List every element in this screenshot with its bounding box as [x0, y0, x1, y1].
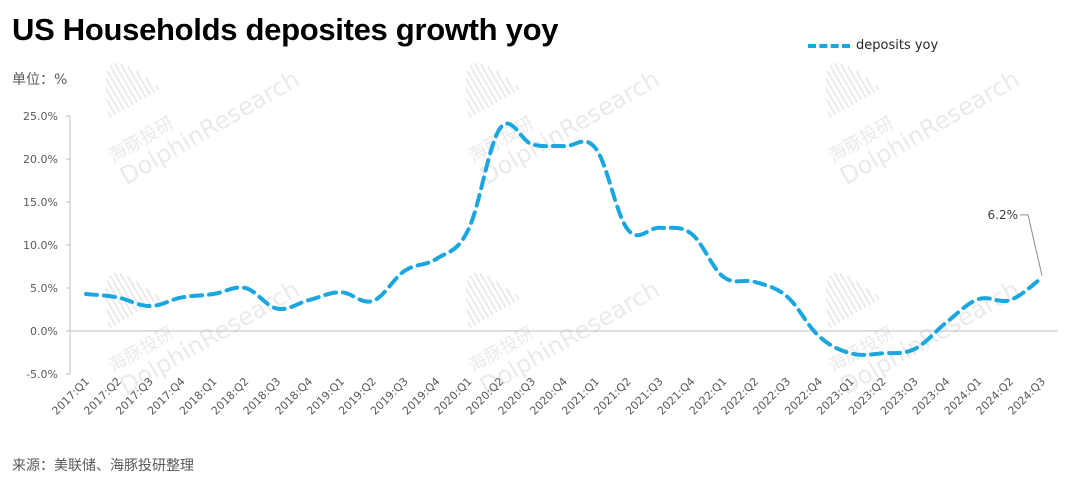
watermark-bar	[825, 298, 841, 324]
annotation-leader	[1020, 214, 1043, 276]
watermark-bar	[826, 99, 837, 116]
watermark-bar	[105, 298, 121, 324]
watermark-bar	[505, 287, 516, 304]
watermark-bar	[855, 280, 872, 306]
watermark-bar	[839, 272, 863, 311]
data-label: 6.2%	[988, 208, 1019, 222]
watermark-bar	[109, 65, 134, 106]
watermark-bar	[145, 287, 156, 304]
watermark-bar	[119, 62, 143, 101]
watermark-bar	[154, 294, 160, 301]
y-tick-label: 25.0%	[23, 110, 58, 123]
legend: deposits yoy	[808, 38, 938, 53]
y-tick-label: 15.0%	[23, 196, 58, 209]
watermark-bar	[145, 77, 156, 94]
legend-label: deposits yoy	[856, 38, 939, 53]
watermark-bar	[135, 280, 152, 306]
watermark-bar	[486, 65, 507, 99]
watermark-bar	[105, 88, 121, 114]
watermark-bar	[825, 78, 846, 111]
watermark-bar	[855, 70, 872, 96]
watermark-bar	[109, 275, 134, 316]
watermark-bar	[846, 275, 867, 309]
watermark-bar	[514, 294, 520, 301]
watermark-bar	[486, 275, 507, 309]
watermark-bar	[514, 84, 520, 91]
watermark-bar	[833, 62, 859, 104]
source-note: 来源：美联储、海豚投研整理	[12, 458, 194, 474]
watermark-bar	[469, 65, 494, 106]
watermark-bar	[105, 78, 126, 111]
watermark-bar	[505, 77, 516, 94]
watermark-bar	[846, 65, 867, 99]
watermark-bar	[154, 84, 160, 91]
y-tick-label: 10.0%	[23, 239, 58, 252]
watermark-bar	[106, 280, 130, 319]
watermark-bar	[469, 275, 494, 316]
watermark-bar	[826, 280, 850, 319]
watermark-bar	[829, 65, 854, 106]
watermark-bar	[833, 272, 859, 314]
watermark-bar	[473, 272, 499, 314]
series-line	[84, 121, 1044, 357]
watermark-bar	[465, 88, 481, 114]
watermark-bar	[495, 70, 512, 96]
watermark-bar	[107, 321, 113, 329]
watermark-bar	[825, 288, 846, 321]
watermark-bar	[826, 70, 850, 109]
watermark-bar	[126, 275, 147, 309]
watermark-bar	[126, 65, 147, 99]
watermark-bar	[826, 309, 837, 326]
watermark-bar	[119, 272, 143, 311]
watermark-bar	[827, 321, 833, 329]
watermark-bar	[465, 298, 481, 324]
y-tick-label: -5.0%	[26, 368, 58, 381]
watermark-bar	[865, 77, 876, 94]
watermark-bar	[106, 99, 117, 116]
watermark-bar	[113, 62, 139, 104]
watermark-bar	[466, 70, 490, 109]
chart-title: US Households deposites growth yoy	[12, 12, 559, 47]
watermark-bar	[865, 287, 876, 304]
watermark-bar	[466, 99, 477, 116]
watermark-bar	[479, 62, 503, 101]
watermark-bar	[135, 70, 152, 96]
y-tick-label: 20.0%	[23, 153, 58, 166]
watermark-bar	[106, 309, 117, 326]
legend-swatch	[808, 43, 850, 48]
y-tick-label: 0.0%	[30, 325, 58, 338]
watermark-bar	[107, 111, 113, 119]
watermark-bar	[467, 321, 473, 329]
watermark-bar	[466, 309, 477, 326]
watermark-bar	[466, 280, 490, 319]
watermark-bar	[473, 62, 499, 104]
watermark-bar	[465, 288, 486, 321]
watermark-bar	[839, 62, 863, 101]
watermark-bar	[874, 294, 880, 301]
watermark-bar	[874, 84, 880, 91]
unit-label: 单位：%	[12, 72, 68, 88]
watermark-bar	[829, 275, 854, 316]
watermark-bar	[495, 280, 512, 306]
watermark-bar	[825, 88, 841, 114]
y-tick-label: 5.0%	[30, 282, 58, 295]
watermark-bar	[827, 111, 833, 119]
watermark-bar	[467, 111, 473, 119]
watermark-bar	[465, 78, 486, 111]
watermark-bar	[479, 272, 503, 311]
watermark-bar	[106, 70, 130, 109]
